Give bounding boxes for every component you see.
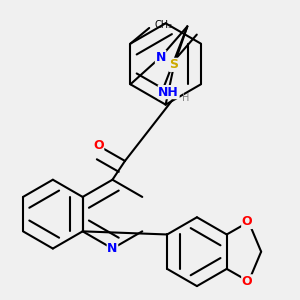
Text: O: O <box>93 139 104 152</box>
Text: O: O <box>242 215 252 229</box>
Text: O: O <box>242 275 252 288</box>
Text: S: S <box>169 58 178 71</box>
Text: H: H <box>182 93 190 103</box>
Text: NH: NH <box>158 85 179 99</box>
Text: N: N <box>155 51 166 64</box>
Text: N: N <box>107 242 118 255</box>
Text: CH₃: CH₃ <box>155 20 173 30</box>
